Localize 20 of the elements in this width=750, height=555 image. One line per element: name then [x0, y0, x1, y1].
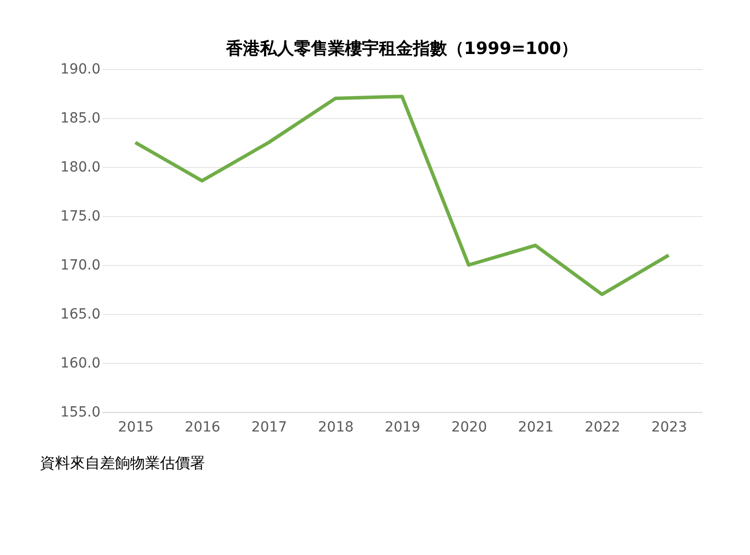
- line-series: [134, 94, 670, 296]
- y-tick-label: 190.0: [60, 62, 100, 78]
- x-tick-label: 2022: [584, 420, 620, 436]
- text: 資料來自差餉物業估價署: [40, 454, 205, 472]
- chart-title: 香港私人零售業樓宇租金指數（1999=100）: [224, 39, 578, 59]
- x-tick-label: 2023: [651, 420, 687, 436]
- x-tick-label: 2017: [251, 420, 287, 436]
- x-tick-label: 2016: [184, 420, 220, 436]
- y-tick-label: 180.0: [60, 160, 100, 176]
- x-tick-label: 2019: [384, 420, 420, 436]
- y-tick-label: 170.0: [60, 258, 100, 274]
- y-tick-label: 165.0: [60, 306, 100, 322]
- y-tick-label: 185.0: [60, 110, 100, 126]
- x-tick-label: 2021: [518, 420, 554, 436]
- y-tick-label: 160.0: [60, 356, 100, 372]
- y-tick-label: 155.0: [60, 404, 100, 420]
- x-tick-label: 2020: [451, 420, 487, 436]
- y-tick-label: 175.0: [60, 208, 100, 224]
- x-tick-label: 2015: [118, 420, 154, 436]
- x-tick-label: 2018: [318, 420, 354, 436]
